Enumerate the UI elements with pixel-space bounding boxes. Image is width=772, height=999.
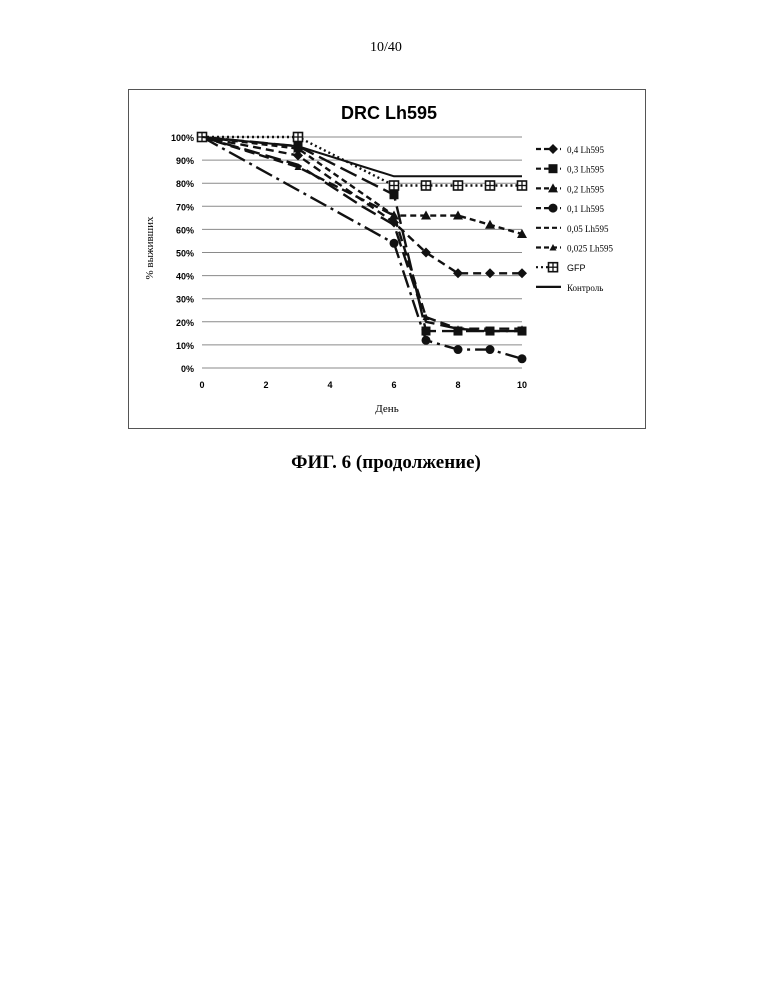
legend-label: 0,4 Lh595 [567, 145, 604, 155]
series-6 [199, 134, 526, 332]
y-tick-label: 0% [181, 364, 194, 374]
series-3 [197, 132, 527, 238]
legend-label: 0,3 Lh595 [567, 165, 604, 175]
legend-item: 0,025 Lh595 [536, 244, 613, 254]
legend-item: Контроль [536, 283, 603, 293]
legend-item: 0,1 Lh595 [536, 204, 604, 215]
chart-frame: DRC Lh595 0% 10% 20% 30% 40% 50% 60% 70% 80% 90% 1… [128, 89, 646, 429]
legend-item: 0,05 Lh595 [536, 224, 609, 234]
legend-label: 0,025 Lh595 [567, 244, 613, 254]
data-point-marker [549, 204, 558, 213]
legend-item: GFP [536, 263, 586, 274]
figure-caption: ФИГ. 6 (продолжение) [0, 452, 772, 474]
series-2 [198, 133, 527, 336]
series-line [202, 137, 522, 176]
legend-label: 0,2 Lh595 [567, 184, 604, 194]
line-chart: DRC Lh595 0% 10% 20% 30% 40% 50% 60% 70% 80% 90% 1… [129, 90, 645, 428]
page-number: 10/40 [0, 40, 772, 56]
x-tick-label: 2 [263, 380, 268, 390]
data-point-marker [422, 336, 431, 345]
data-point-marker [517, 268, 527, 278]
series-1 [197, 132, 527, 278]
data-point-marker [454, 345, 463, 354]
y-tick-label: 70% [176, 202, 194, 212]
y-tick-label: 80% [176, 179, 194, 189]
series-8 [202, 137, 522, 176]
y-tick-label: 10% [176, 341, 194, 351]
y-tick-label: 30% [176, 295, 194, 305]
legend-label: Контроль [567, 283, 603, 293]
legend-label: 0,05 Lh595 [567, 224, 609, 234]
data-point-marker [485, 220, 495, 229]
y-tick-label: 100% [171, 133, 194, 143]
legend-item: 0,2 Lh595 [536, 183, 604, 194]
x-tick-label: 10 [517, 380, 527, 390]
y-axis-label: % выживших [144, 216, 156, 280]
data-point-marker [390, 239, 399, 248]
data-point-marker [485, 268, 495, 278]
x-tick-label: 6 [391, 380, 396, 390]
legend-item: 0,4 Lh595 [536, 144, 604, 155]
y-tick-label: 60% [176, 225, 194, 235]
data-point-marker [548, 144, 558, 154]
x-tick-label: 8 [455, 380, 460, 390]
x-tick-label: 4 [327, 380, 332, 390]
x-tick-label: 0 [199, 380, 204, 390]
legend-item: 0,3 Lh595 [536, 164, 604, 175]
data-point-marker [518, 354, 527, 363]
data-point-marker [549, 164, 558, 173]
chart-title: DRC Lh595 [341, 103, 437, 123]
data-point-marker [390, 190, 399, 199]
y-tick-label: 40% [176, 272, 194, 282]
legend-label: GFP [567, 263, 586, 273]
legend-label: 0,1 Lh595 [567, 204, 604, 214]
y-tick-label: 90% [176, 156, 194, 166]
series-line [202, 137, 522, 186]
y-tick-label: 20% [176, 318, 194, 328]
x-axis-label: День [375, 403, 398, 415]
series-line [202, 137, 522, 359]
y-tick-label: 50% [176, 249, 194, 259]
data-point-marker [486, 345, 495, 354]
